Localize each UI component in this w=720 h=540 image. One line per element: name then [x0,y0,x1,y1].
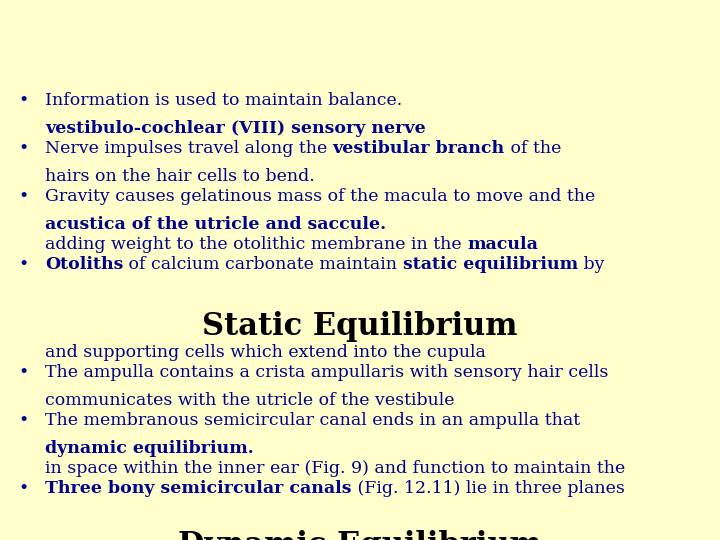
Text: vestibular branch: vestibular branch [333,140,505,157]
Text: and supporting cells which extend into the cupula: and supporting cells which extend into t… [45,344,486,361]
Text: macula: macula [467,236,538,253]
Text: of the: of the [505,140,562,157]
Text: •: • [18,92,28,109]
Text: •: • [18,412,28,429]
Text: The membranous semicircular canal ends in an ampulla that: The membranous semicircular canal ends i… [45,412,580,429]
Text: (Fig. 12.11) lie in three planes: (Fig. 12.11) lie in three planes [351,480,624,497]
Text: Gravity causes gelatinous mass of the macula to move and the: Gravity causes gelatinous mass of the ma… [45,188,595,205]
Text: •: • [18,140,28,157]
Text: Information is used to maintain balance.: Information is used to maintain balance. [45,92,402,109]
Text: hairs on the hair cells to bend.: hairs on the hair cells to bend. [45,168,315,185]
Text: Static Equilibrium: Static Equilibrium [202,311,518,342]
Text: Otoliths: Otoliths [45,256,123,273]
Text: Dynamic Equilibrium: Dynamic Equilibrium [178,530,542,540]
Text: communicates with the utricle of the vestibule: communicates with the utricle of the ves… [45,392,454,409]
Text: •: • [18,188,28,205]
Text: •: • [18,480,28,497]
Text: of calcium carbonate maintain: of calcium carbonate maintain [123,256,403,273]
Text: •: • [18,364,28,381]
Text: in space within the inner ear (Fig. 9) and function to maintain the: in space within the inner ear (Fig. 9) a… [45,460,625,477]
Text: Three bony semicircular canals: Three bony semicircular canals [45,480,351,497]
Text: acustica of the utricle and saccule.: acustica of the utricle and saccule. [45,216,386,233]
Text: dynamic equilibrium.: dynamic equilibrium. [45,440,253,457]
Text: adding weight to the otolithic membrane in the: adding weight to the otolithic membrane … [45,236,467,253]
Text: Nerve impulses travel along the: Nerve impulses travel along the [45,140,333,157]
Text: vestibulo-cochlear (VIII) sensory nerve: vestibulo-cochlear (VIII) sensory nerve [45,120,426,137]
Text: •: • [18,256,28,273]
Text: static equilibrium: static equilibrium [403,256,578,273]
Text: The ampulla contains a crista ampullaris with sensory hair cells: The ampulla contains a crista ampullaris… [45,364,608,381]
Text: by: by [578,256,605,273]
